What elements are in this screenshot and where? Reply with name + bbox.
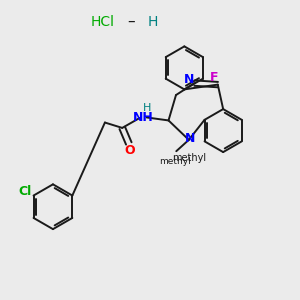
Text: F: F [210, 70, 219, 84]
Text: methyl: methyl [172, 153, 206, 163]
Text: N: N [184, 73, 194, 86]
Text: H: H [148, 15, 158, 28]
Text: H: H [142, 103, 151, 113]
Text: HCl: HCl [90, 15, 114, 28]
Text: O: O [124, 144, 135, 158]
Text: Cl: Cl [18, 185, 31, 199]
Text: –: – [127, 14, 134, 29]
Text: N: N [185, 133, 196, 146]
Text: methyl: methyl [159, 157, 191, 166]
Text: NH: NH [133, 111, 154, 124]
